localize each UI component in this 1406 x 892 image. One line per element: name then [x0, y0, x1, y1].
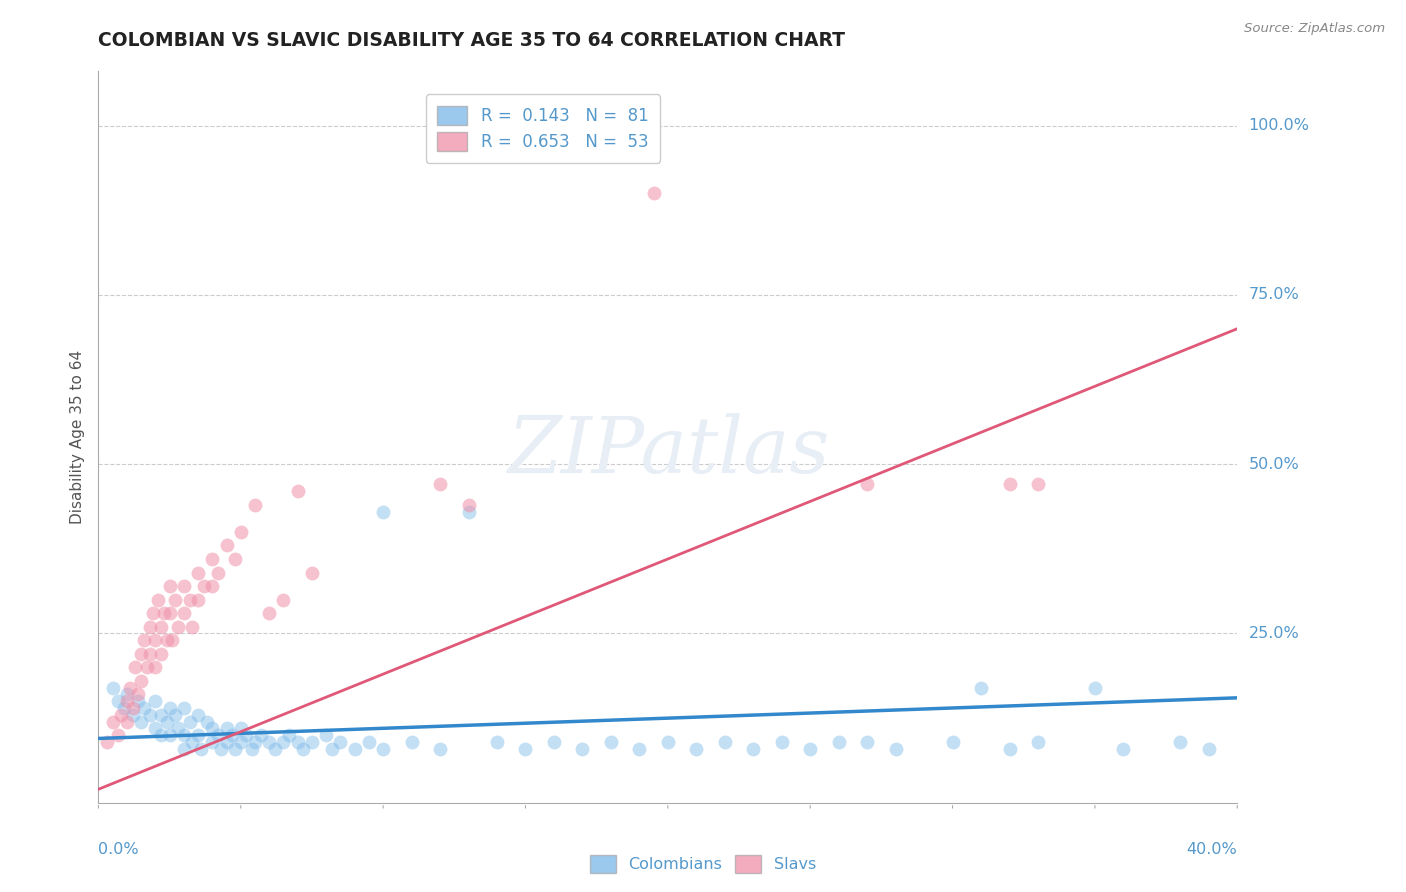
- Text: 100.0%: 100.0%: [1249, 118, 1309, 133]
- Text: COLOMBIAN VS SLAVIC DISABILITY AGE 35 TO 64 CORRELATION CHART: COLOMBIAN VS SLAVIC DISABILITY AGE 35 TO…: [98, 31, 845, 50]
- Text: 50.0%: 50.0%: [1249, 457, 1299, 472]
- Text: 75.0%: 75.0%: [1249, 287, 1299, 302]
- Text: ZIPatlas: ZIPatlas: [506, 414, 830, 490]
- Legend: R =  0.143   N =  81, R =  0.653   N =  53: R = 0.143 N = 81, R = 0.653 N = 53: [426, 95, 659, 163]
- Text: 0.0%: 0.0%: [98, 842, 139, 856]
- Y-axis label: Disability Age 35 to 64: Disability Age 35 to 64: [69, 350, 84, 524]
- Text: 40.0%: 40.0%: [1187, 842, 1237, 856]
- Legend: Colombians, Slavs: Colombians, Slavs: [583, 848, 823, 880]
- Text: 25.0%: 25.0%: [1249, 626, 1299, 641]
- Text: Source: ZipAtlas.com: Source: ZipAtlas.com: [1244, 22, 1385, 36]
